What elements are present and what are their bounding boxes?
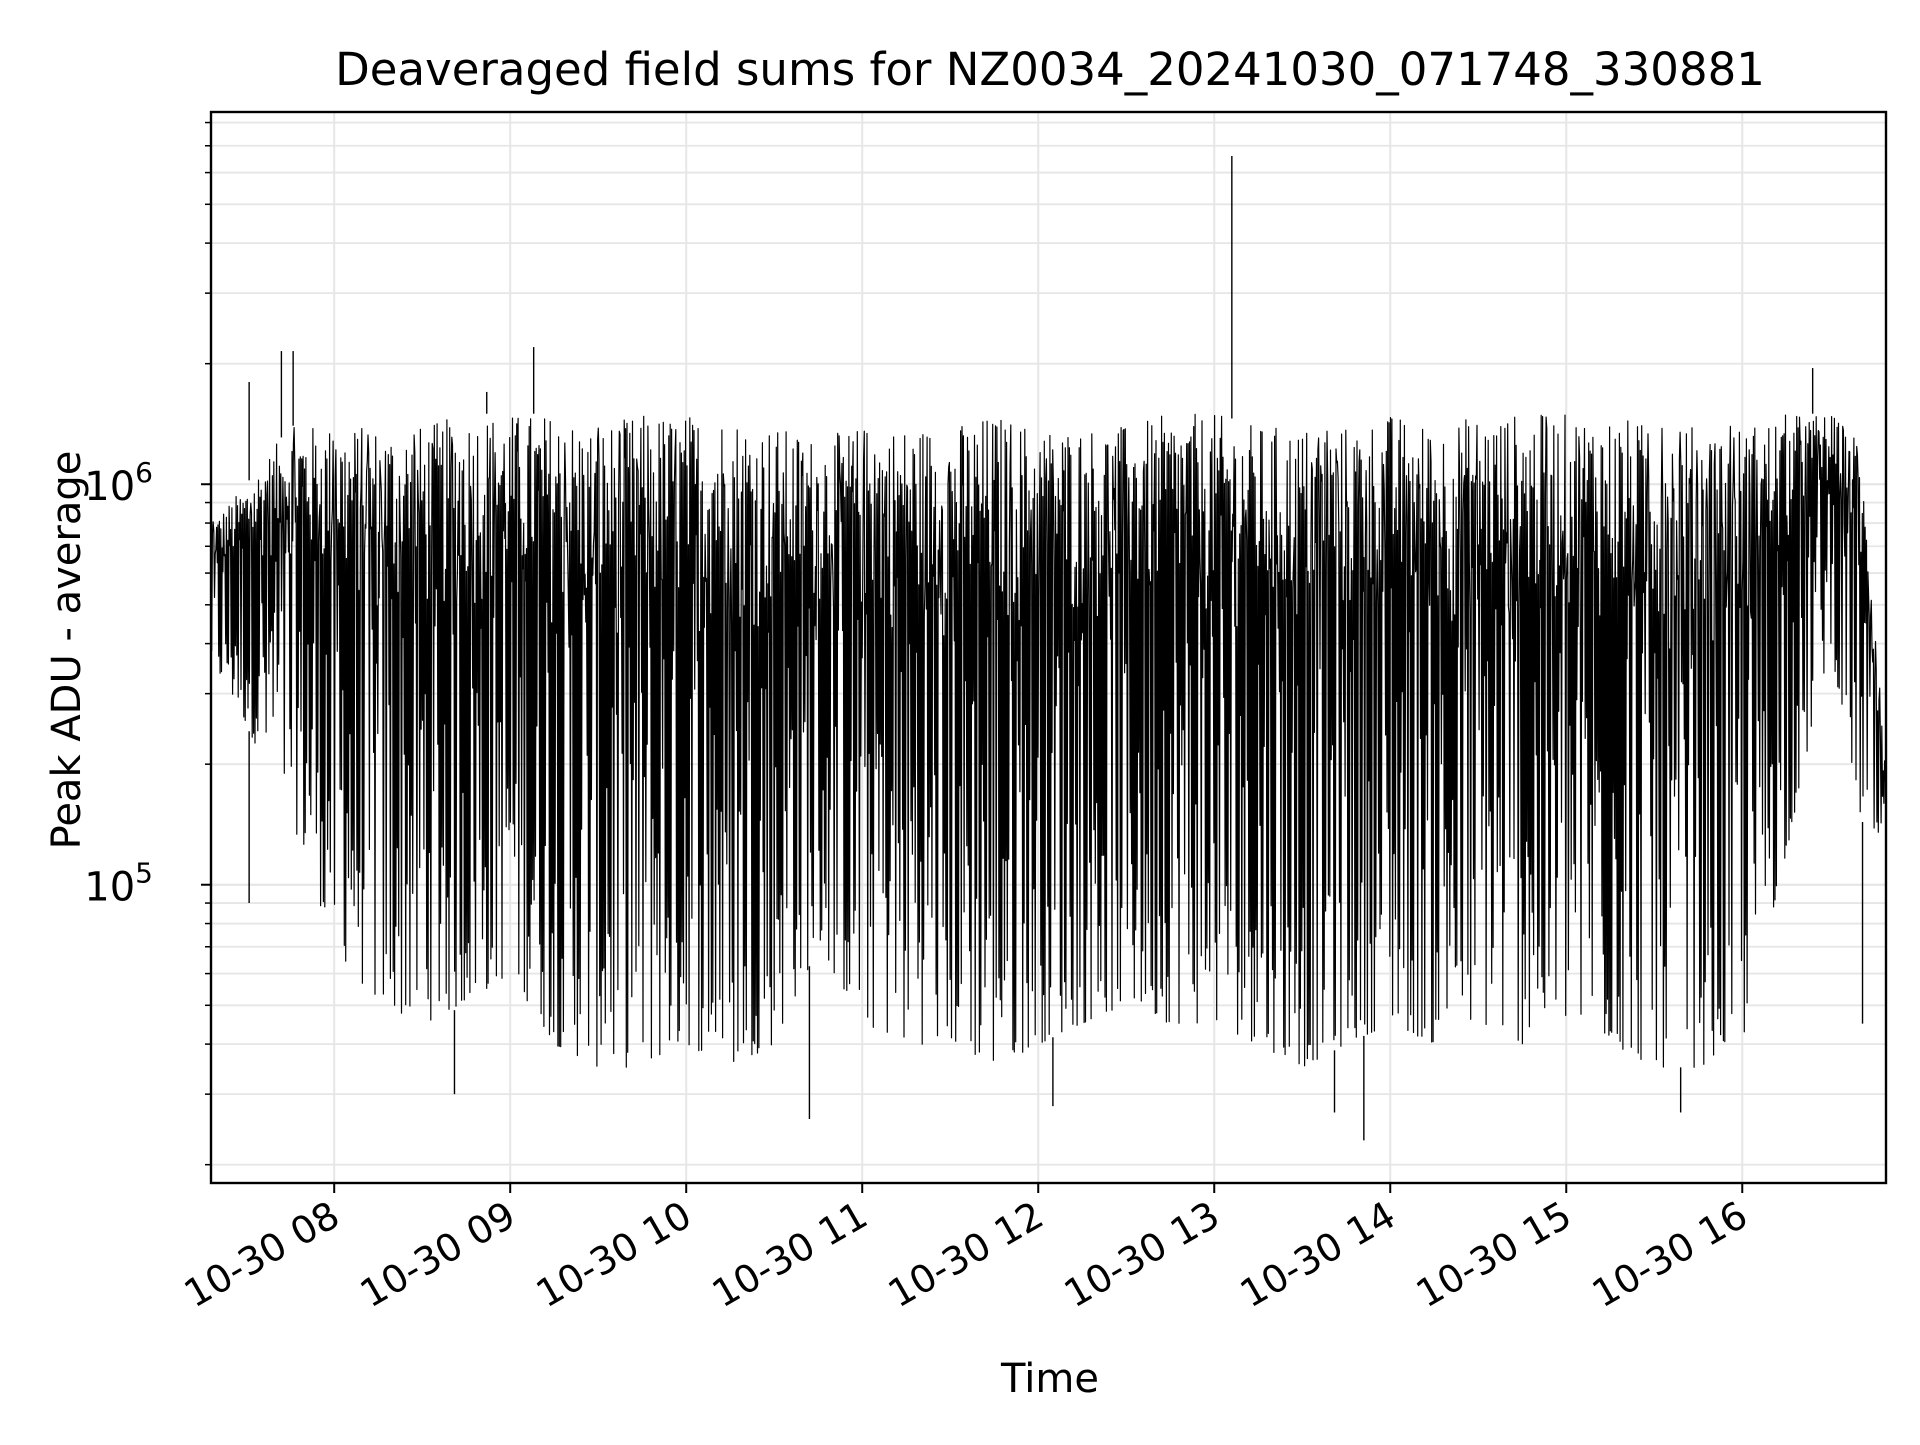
- x-tick-label: 10-30 13: [1057, 1193, 1227, 1317]
- x-tick-label: 10-30 10: [529, 1193, 699, 1317]
- series-line: [210, 413, 1887, 1068]
- plot-frame: [209, 110, 1888, 1185]
- data-series: [210, 156, 1887, 1141]
- x-tick-label: 10-30 12: [881, 1193, 1051, 1317]
- y-axis-label: Peak ADU - average: [44, 451, 90, 850]
- x-tick-label: 10-30 09: [353, 1193, 523, 1317]
- x-tick-label: 10-30 08: [177, 1193, 347, 1317]
- x-axis-label: Time: [1000, 1356, 1099, 1402]
- y-tick-label: 106: [84, 456, 153, 510]
- x-tick-label: 10-30 14: [1233, 1193, 1403, 1317]
- chart-title: Deaveraged field sums for NZ0034_2024103…: [335, 43, 1765, 96]
- x-tick-label: 10-30 16: [1585, 1193, 1755, 1317]
- x-tick-label: 10-30 11: [705, 1193, 875, 1317]
- x-tick-label: 10-30 15: [1409, 1193, 1579, 1317]
- y-tick-label: 105: [84, 857, 153, 911]
